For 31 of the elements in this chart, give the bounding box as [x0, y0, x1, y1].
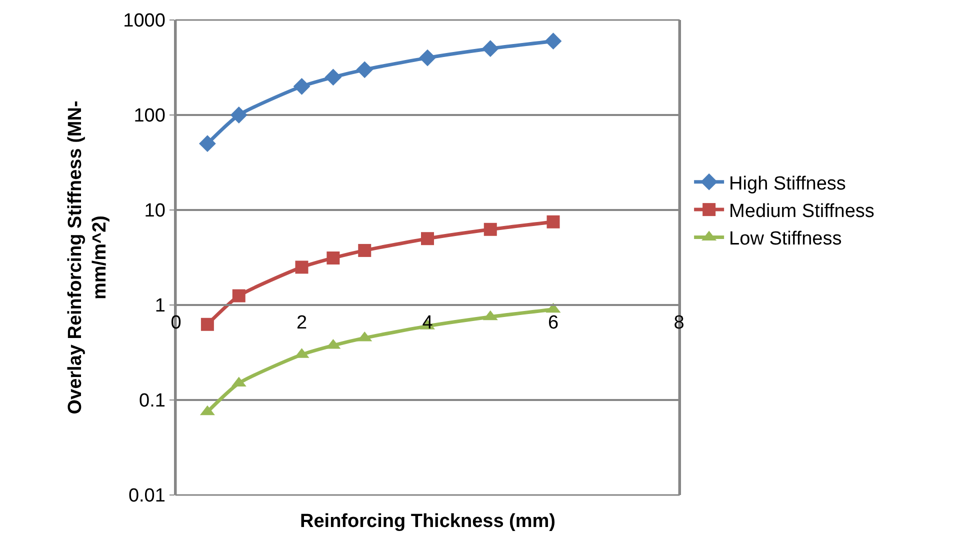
x-tick-label: 6 [548, 312, 559, 334]
point [198, 135, 216, 152]
legend-label: High Stiffness [729, 173, 846, 194]
x-tick-label: 8 [674, 312, 684, 334]
legend-label: Low Stiffness [729, 228, 842, 250]
point [200, 318, 214, 331]
point [293, 78, 310, 95]
point [419, 49, 436, 66]
point [326, 251, 340, 264]
point [482, 40, 499, 58]
point [356, 61, 374, 78]
point [295, 260, 308, 274]
point [546, 215, 560, 228]
y-tick-label: 0.01 [128, 486, 166, 507]
y-tick-label: 0.1 [139, 390, 166, 412]
y-axis-title: Overlay Reinforcing Stiffness (MN-mm/m^2) [64, 100, 111, 414]
y-tick-label: 1000 [123, 10, 166, 32]
x-tick-label: 2 [296, 312, 308, 334]
point [358, 244, 372, 257]
point [544, 32, 562, 50]
x-axis-title: Reinforcing Thickness (mm) [300, 511, 556, 532]
y-tick-label: 100 [134, 106, 166, 127]
point [421, 232, 434, 246]
point [484, 222, 497, 236]
point [230, 106, 248, 124]
point [232, 289, 246, 302]
y-tick-label: 10 [144, 200, 166, 222]
legend-label: Medium Stiffness [729, 200, 874, 222]
point [324, 68, 342, 86]
x-tick-label: 0 [170, 312, 182, 334]
y-tick-label: 1 [154, 296, 166, 317]
